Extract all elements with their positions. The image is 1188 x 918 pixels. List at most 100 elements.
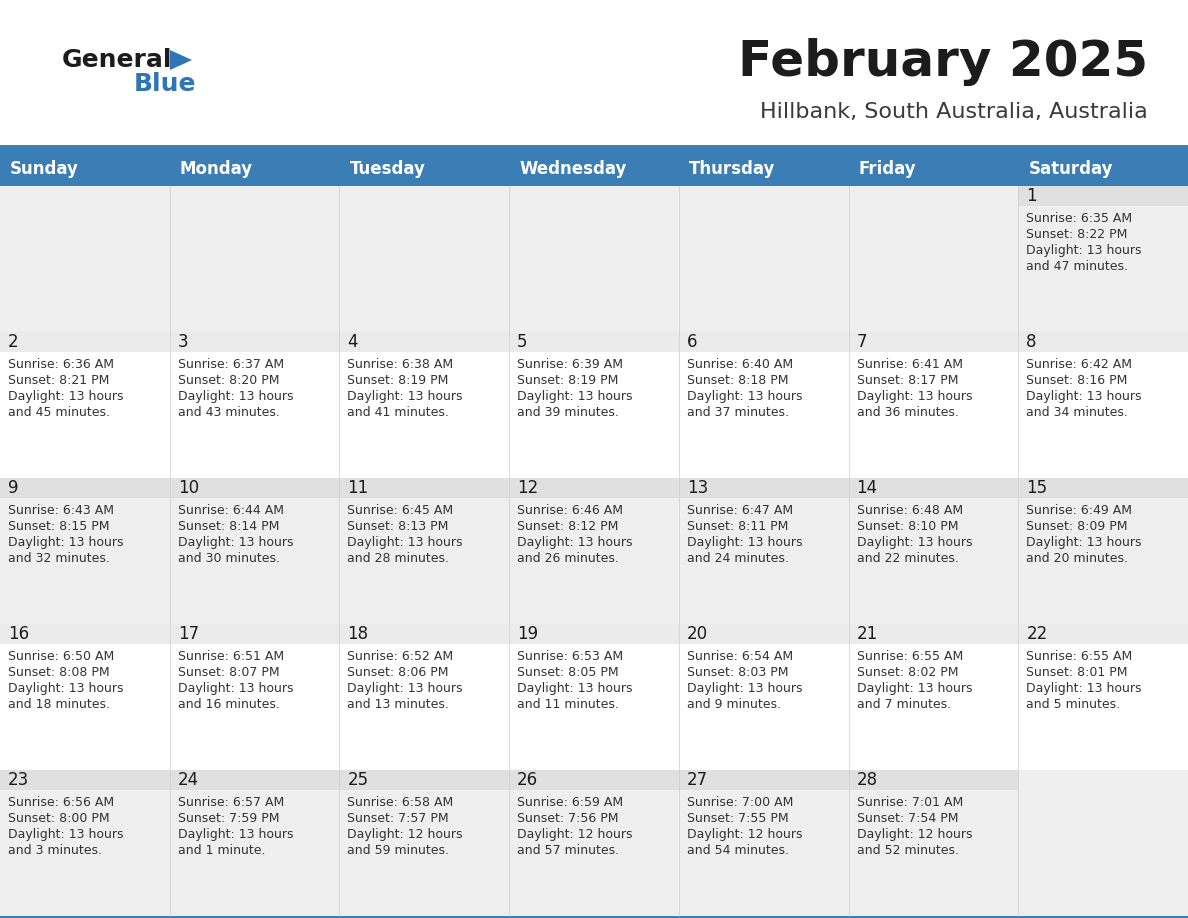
Text: 20: 20 xyxy=(687,625,708,643)
Text: Daylight: 13 hours: Daylight: 13 hours xyxy=(178,536,293,549)
Text: Sunset: 8:01 PM: Sunset: 8:01 PM xyxy=(1026,666,1127,679)
Bar xyxy=(0,478,170,498)
Bar xyxy=(170,624,340,770)
Bar xyxy=(1018,332,1188,478)
Text: and 34 minutes.: and 34 minutes. xyxy=(1026,406,1129,419)
Text: Sunset: 8:22 PM: Sunset: 8:22 PM xyxy=(1026,228,1127,241)
Text: Daylight: 13 hours: Daylight: 13 hours xyxy=(8,828,124,841)
Text: 14: 14 xyxy=(857,479,878,497)
Text: Sunset: 8:21 PM: Sunset: 8:21 PM xyxy=(8,374,109,387)
Bar xyxy=(1018,186,1188,206)
Text: Thursday: Thursday xyxy=(689,160,776,177)
Text: Sunset: 8:10 PM: Sunset: 8:10 PM xyxy=(857,520,958,533)
Text: and 32 minutes.: and 32 minutes. xyxy=(8,552,109,565)
Bar xyxy=(0,332,170,352)
Text: Sunrise: 6:51 AM: Sunrise: 6:51 AM xyxy=(178,650,284,663)
Text: Sunrise: 6:44 AM: Sunrise: 6:44 AM xyxy=(178,504,284,517)
Text: Sunset: 8:15 PM: Sunset: 8:15 PM xyxy=(8,520,109,533)
Text: Daylight: 13 hours: Daylight: 13 hours xyxy=(857,536,972,549)
Text: and 59 minutes.: and 59 minutes. xyxy=(347,844,449,857)
Bar xyxy=(510,478,678,498)
Text: 10: 10 xyxy=(178,479,198,497)
Text: Sunset: 8:13 PM: Sunset: 8:13 PM xyxy=(347,520,449,533)
Bar xyxy=(340,478,510,624)
Text: 25: 25 xyxy=(347,771,368,789)
Text: Sunrise: 7:01 AM: Sunrise: 7:01 AM xyxy=(857,796,962,809)
Text: 26: 26 xyxy=(517,771,538,789)
Bar xyxy=(510,770,678,916)
Text: Daylight: 13 hours: Daylight: 13 hours xyxy=(8,390,124,403)
Bar xyxy=(340,478,510,498)
Text: Sunrise: 6:39 AM: Sunrise: 6:39 AM xyxy=(517,358,624,371)
Text: and 1 minute.: and 1 minute. xyxy=(178,844,265,857)
Bar xyxy=(1018,478,1188,624)
Text: Sunset: 8:08 PM: Sunset: 8:08 PM xyxy=(8,666,109,679)
Text: 21: 21 xyxy=(857,625,878,643)
Text: and 28 minutes.: and 28 minutes. xyxy=(347,552,449,565)
Text: Daylight: 13 hours: Daylight: 13 hours xyxy=(517,682,633,695)
Text: Sunrise: 6:40 AM: Sunrise: 6:40 AM xyxy=(687,358,792,371)
Text: and 22 minutes.: and 22 minutes. xyxy=(857,552,959,565)
Text: Sunrise: 6:49 AM: Sunrise: 6:49 AM xyxy=(1026,504,1132,517)
Text: Sunrise: 6:36 AM: Sunrise: 6:36 AM xyxy=(8,358,114,371)
Text: Sunday: Sunday xyxy=(10,160,78,177)
Bar xyxy=(678,624,848,644)
Bar xyxy=(340,332,510,478)
Text: and 43 minutes.: and 43 minutes. xyxy=(178,406,279,419)
Bar xyxy=(0,624,170,770)
Bar xyxy=(0,770,170,916)
Text: Daylight: 13 hours: Daylight: 13 hours xyxy=(347,390,463,403)
Text: Sunset: 8:09 PM: Sunset: 8:09 PM xyxy=(1026,520,1127,533)
Bar xyxy=(170,186,340,332)
Text: Sunset: 8:02 PM: Sunset: 8:02 PM xyxy=(857,666,958,679)
Bar xyxy=(510,478,678,624)
Text: Sunrise: 6:55 AM: Sunrise: 6:55 AM xyxy=(1026,650,1132,663)
Text: Sunrise: 6:48 AM: Sunrise: 6:48 AM xyxy=(857,504,962,517)
Bar xyxy=(848,332,1018,352)
Text: and 36 minutes.: and 36 minutes. xyxy=(857,406,959,419)
Text: and 37 minutes.: and 37 minutes. xyxy=(687,406,789,419)
Text: Daylight: 13 hours: Daylight: 13 hours xyxy=(347,536,463,549)
Bar xyxy=(848,624,1018,644)
Bar xyxy=(340,770,510,916)
Bar xyxy=(170,478,340,498)
Text: 1: 1 xyxy=(1026,187,1037,205)
Bar xyxy=(0,770,170,790)
Text: Daylight: 13 hours: Daylight: 13 hours xyxy=(178,828,293,841)
Bar xyxy=(0,185,1188,188)
Bar xyxy=(510,624,678,644)
Text: 23: 23 xyxy=(8,771,30,789)
Text: Hillbank, South Australia, Australia: Hillbank, South Australia, Australia xyxy=(760,102,1148,122)
Text: Tuesday: Tuesday xyxy=(349,160,425,177)
Bar xyxy=(678,332,848,352)
Text: Sunrise: 6:54 AM: Sunrise: 6:54 AM xyxy=(687,650,792,663)
Bar xyxy=(510,186,678,332)
Bar xyxy=(678,624,848,770)
Text: Monday: Monday xyxy=(179,160,253,177)
Text: and 54 minutes.: and 54 minutes. xyxy=(687,844,789,857)
Text: 8: 8 xyxy=(1026,333,1037,351)
Text: Daylight: 13 hours: Daylight: 13 hours xyxy=(857,390,972,403)
Text: 19: 19 xyxy=(517,625,538,643)
Bar xyxy=(1018,478,1188,498)
Text: and 52 minutes.: and 52 minutes. xyxy=(857,844,959,857)
Text: Daylight: 13 hours: Daylight: 13 hours xyxy=(8,536,124,549)
Bar xyxy=(678,770,848,916)
Text: Sunrise: 6:42 AM: Sunrise: 6:42 AM xyxy=(1026,358,1132,371)
Text: Sunrise: 6:53 AM: Sunrise: 6:53 AM xyxy=(517,650,624,663)
Text: Daylight: 13 hours: Daylight: 13 hours xyxy=(1026,390,1142,403)
Text: and 57 minutes.: and 57 minutes. xyxy=(517,844,619,857)
Text: Daylight: 13 hours: Daylight: 13 hours xyxy=(517,390,633,403)
Text: 24: 24 xyxy=(178,771,198,789)
Text: and 24 minutes.: and 24 minutes. xyxy=(687,552,789,565)
Text: 18: 18 xyxy=(347,625,368,643)
Text: Sunrise: 6:47 AM: Sunrise: 6:47 AM xyxy=(687,504,792,517)
Text: Daylight: 13 hours: Daylight: 13 hours xyxy=(1026,244,1142,257)
Text: 27: 27 xyxy=(687,771,708,789)
Bar xyxy=(0,332,170,478)
Text: Sunset: 8:03 PM: Sunset: 8:03 PM xyxy=(687,666,789,679)
Text: Sunset: 7:57 PM: Sunset: 7:57 PM xyxy=(347,812,449,825)
Bar xyxy=(510,332,678,478)
Text: 5: 5 xyxy=(517,333,527,351)
Text: and 13 minutes.: and 13 minutes. xyxy=(347,698,449,711)
